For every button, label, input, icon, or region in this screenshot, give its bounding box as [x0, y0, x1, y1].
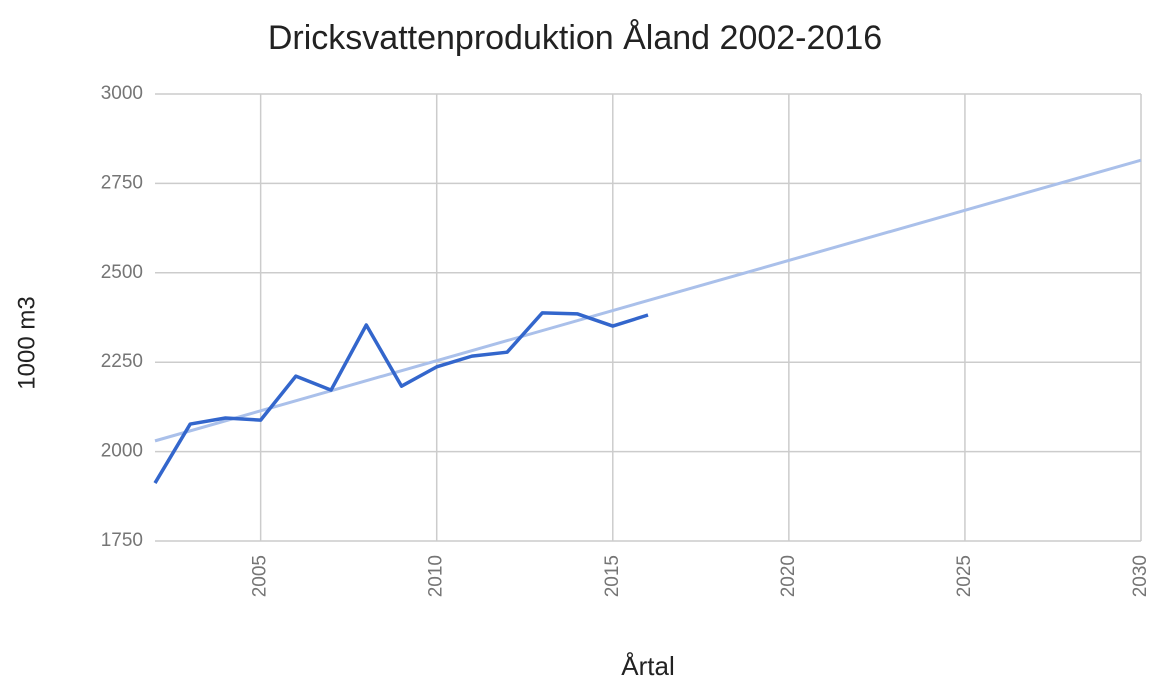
y-tick-label: 2500	[101, 262, 143, 283]
x-tick-label: 2025	[954, 555, 975, 597]
y-tick-label: 2000	[101, 441, 143, 462]
x-tick-label: 2005	[250, 555, 271, 597]
trendline	[154, 158, 1142, 443]
x-axis-label: Årtal	[621, 651, 674, 681]
y-tick-label: 1750	[101, 530, 143, 551]
y-tick-label: 2250	[101, 351, 143, 372]
x-tick-label: 2015	[602, 555, 623, 597]
x-tick-label: 2020	[778, 555, 799, 597]
x-tick-label: 2010	[426, 555, 447, 597]
y-tick-label: 2750	[101, 172, 143, 193]
chart-title: Dricksvattenproduktion Åland 2002-2016	[268, 19, 882, 57]
y-axis-label: 1000 m3	[13, 296, 40, 389]
x-tick-label: 2030	[1130, 555, 1151, 597]
y-tick-label: 3000	[101, 83, 143, 104]
data-line	[153, 311, 649, 484]
